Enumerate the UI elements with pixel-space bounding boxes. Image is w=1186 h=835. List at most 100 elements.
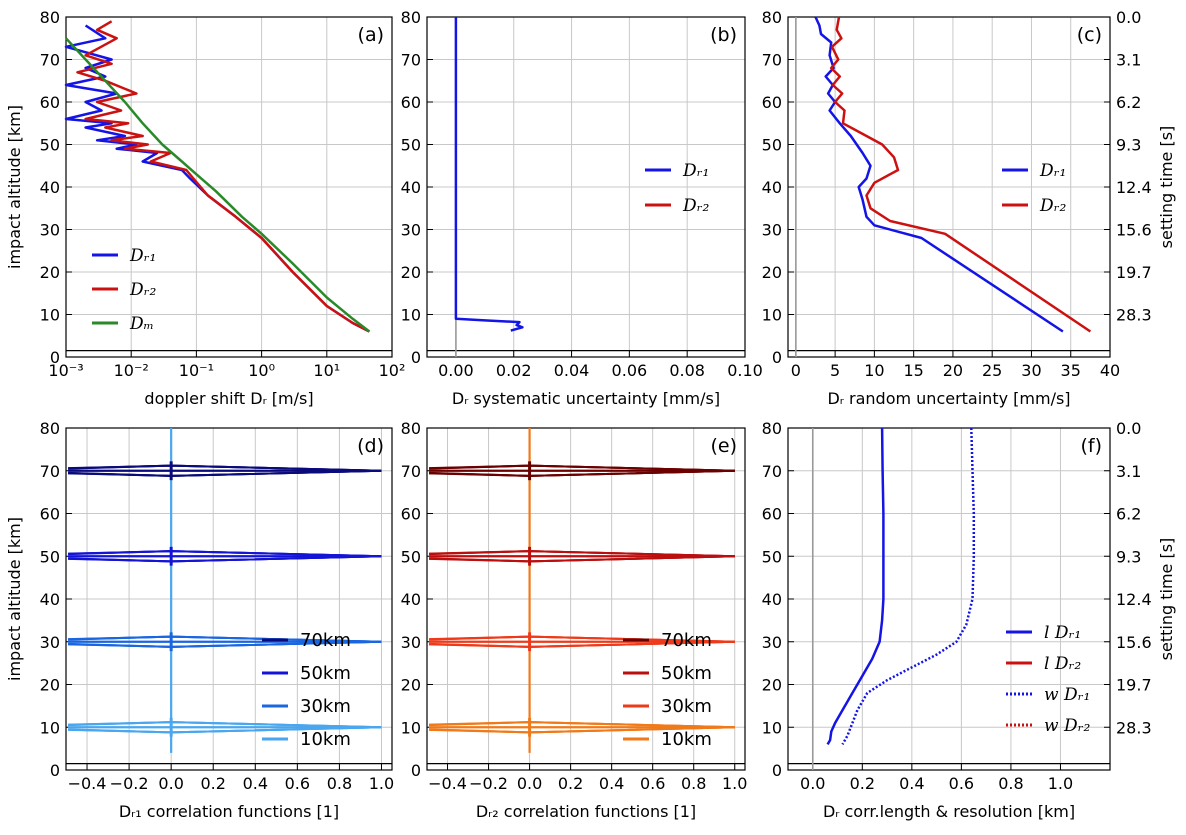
right-tick-label: 12.4 xyxy=(1116,178,1152,197)
correlation-70km xyxy=(429,461,735,481)
x-tick-label: −0.2 xyxy=(110,774,149,793)
panel-c: 0 5 10 15 20 25 30 35 40 0 10 20 30 40 50 60 70 80 0.0 3.1 6… xyxy=(762,8,1176,408)
x-tick-label: 0.10 xyxy=(727,361,763,380)
panel-f: 0.0 0.2 0.4 0.6 0.8 1.0 0 10 20 30 40 50 60 70 80 0.0 3.… xyxy=(762,419,1176,821)
y-tick-label: 40 xyxy=(40,178,60,197)
legend-label: Dᵣ₂ xyxy=(682,196,710,216)
series-line xyxy=(64,24,370,333)
x-axis-label: Dᵣ₂ correlation functions [1] xyxy=(476,802,696,821)
x-tick-label: 0.4 xyxy=(243,774,268,793)
correlation-10km xyxy=(429,717,735,737)
y-tick-label: 60 xyxy=(762,505,782,524)
x-tick-label: 0.6 xyxy=(949,774,974,793)
x-tick-label: 20 xyxy=(943,361,963,380)
y-tick-label: 30 xyxy=(401,633,421,652)
legend-label: Dᵣ₁ xyxy=(129,246,156,266)
y-tick-label: 30 xyxy=(762,633,782,652)
y-tick-label: 10 xyxy=(401,718,421,737)
x-tick-label: 0.0 xyxy=(800,774,825,793)
x-tick-label: 10⁻¹ xyxy=(179,361,214,380)
legend-label: Dᵣ₁ xyxy=(1039,161,1066,181)
x-tick-label: 10⁻³ xyxy=(48,361,83,380)
x-tick-label: 1.0 xyxy=(722,774,747,793)
right-tick-label: 19.7 xyxy=(1116,263,1152,282)
series-line xyxy=(76,20,370,333)
x-tick-label: 0.02 xyxy=(496,361,532,380)
y-tick-label: 60 xyxy=(40,505,60,524)
y-tick-label: 0 xyxy=(772,348,782,367)
x-tick-label: 0.8 xyxy=(998,774,1023,793)
y-tick-label: 70 xyxy=(40,462,60,481)
y-tick-label: 20 xyxy=(401,676,421,695)
series-line xyxy=(814,16,1064,333)
y-tick-label: 0 xyxy=(50,348,60,367)
x-tick-label: 0.08 xyxy=(669,361,705,380)
y-tick-label: 60 xyxy=(401,93,421,112)
legend-label: 50km xyxy=(300,663,351,684)
y-tick-label: 70 xyxy=(762,51,782,70)
x-tick-label: −0.4 xyxy=(428,774,467,793)
y-tick-label: 50 xyxy=(40,136,60,155)
x-tick-label: 0.2 xyxy=(850,774,875,793)
right-tick-label: 9.3 xyxy=(1116,547,1141,566)
legend-label: Dᵣ₂ xyxy=(1039,196,1067,216)
legend-label: Dₘ xyxy=(129,314,154,334)
legend-label: 10km xyxy=(661,729,712,750)
right-tick-label: 6.2 xyxy=(1116,505,1141,524)
y-tick-label: 50 xyxy=(40,547,60,566)
x-tick-label: 0.8 xyxy=(681,774,706,793)
right-tick-label: 3.1 xyxy=(1116,51,1141,70)
x-tick-label: 0.04 xyxy=(554,361,590,380)
right-tick-label: 12.4 xyxy=(1116,590,1152,609)
right-tick-label: 19.7 xyxy=(1116,676,1152,695)
right-tick-label: 0.0 xyxy=(1116,419,1141,438)
x-tick-label: 0.0 xyxy=(517,774,542,793)
y-tick-label: 20 xyxy=(401,263,421,282)
x-tick-label: 40 xyxy=(1100,361,1120,380)
y-tick-label: 40 xyxy=(40,590,60,609)
x-tick-label: 0.06 xyxy=(612,361,648,380)
x-tick-label: 0.0 xyxy=(158,774,183,793)
x-tick-label: 10² xyxy=(379,361,406,380)
x-tick-label: −0.4 xyxy=(68,774,107,793)
legend-label: l Dᵣ₂ xyxy=(1044,654,1081,674)
panel-d: −0.4 −0.2 0.0 0.2 0.4 0.6 0.8 1.0 0 10 20 30 40 50 60 7… xyxy=(5,419,394,821)
legend-label: 70km xyxy=(661,630,712,651)
panel-label: (c) xyxy=(1077,24,1102,46)
y-tick-label: 10 xyxy=(762,718,782,737)
series-line xyxy=(65,37,371,333)
series-line xyxy=(454,17,524,332)
y-tick-label: 70 xyxy=(401,51,421,70)
series-line xyxy=(841,427,976,746)
correlation-50km xyxy=(68,546,382,566)
x-axis-label: Dᵣ random uncertainty [mm/s] xyxy=(827,389,1070,408)
x-tick-label: 5 xyxy=(830,361,840,380)
right-tick-label: 6.2 xyxy=(1116,93,1141,112)
x-tick-label: 25 xyxy=(982,361,1002,380)
y-tick-label: 40 xyxy=(401,178,421,197)
x-axis-label: Dᵣ₁ correlation functions [1] xyxy=(119,802,339,821)
y-tick-label: 80 xyxy=(401,8,421,27)
y-tick-label: 0 xyxy=(772,761,782,780)
y-tick-label: 20 xyxy=(40,263,60,282)
y-tick-label: 40 xyxy=(401,590,421,609)
y-tick-label: 60 xyxy=(40,93,60,112)
x-tick-label: 10¹ xyxy=(313,361,340,380)
x-tick-label: 0.6 xyxy=(640,774,665,793)
correlation-30km xyxy=(68,632,382,652)
y-tick-label: 80 xyxy=(401,419,421,438)
right-tick-label: 9.3 xyxy=(1116,136,1141,155)
y-axis-label: impact altitude [km] xyxy=(5,517,24,681)
y-tick-label: 20 xyxy=(762,263,782,282)
y-tick-label: 30 xyxy=(762,221,782,240)
panel-a: 10⁻³ 10⁻² 10⁻¹ 10⁰ 10¹ 10² 0 10 20 30 40 50 60 70 80 im… xyxy=(5,8,405,408)
right-axis-label: setting time [s] xyxy=(1157,126,1176,249)
y-tick-label: 0 xyxy=(411,761,421,780)
legend-label: w Dᵣ₁ xyxy=(1044,685,1090,705)
y-tick-label: 30 xyxy=(401,221,421,240)
x-tick-label: 0.4 xyxy=(899,774,924,793)
x-tick-label: 30 xyxy=(1021,361,1041,380)
x-tick-label: −0.2 xyxy=(469,774,508,793)
y-tick-label: 0 xyxy=(411,348,421,367)
